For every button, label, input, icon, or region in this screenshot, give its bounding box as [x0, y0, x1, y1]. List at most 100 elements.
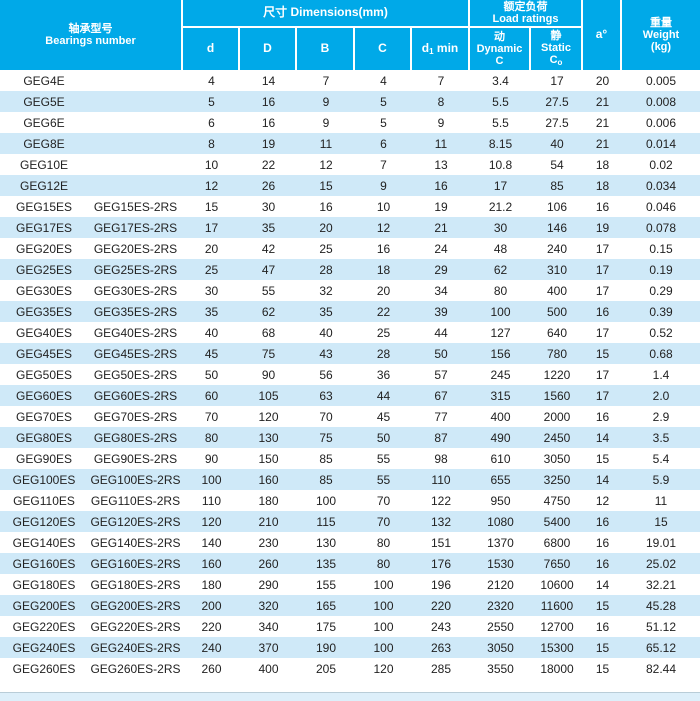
- cell-model: GEG100ES: [12, 472, 76, 487]
- table-row: GEG17ES GEG17ES-2RS 17 35 20 12 21 30 146 19 0.078: [0, 217, 700, 238]
- cell-static_co: 18000: [540, 661, 574, 676]
- cell-D: 68: [261, 325, 276, 340]
- cell-d: 50: [204, 367, 219, 382]
- cell-C: 55: [376, 451, 391, 466]
- cell-a: 19: [595, 220, 610, 235]
- cell-C: 80: [376, 535, 391, 550]
- cell-D: 75: [261, 346, 276, 361]
- cell-weight: 82.44: [645, 661, 677, 676]
- header-weight-cn: 重量: [650, 16, 672, 29]
- table-row: GEG60ES GEG60ES-2RS 60 105 63 44 67 315 1560 17 2.…: [0, 385, 700, 406]
- cell-D: 30: [261, 199, 276, 214]
- cell-D: 120: [258, 409, 279, 424]
- cell-D: 210: [258, 514, 279, 529]
- cell-model: GEG45ES: [15, 346, 73, 361]
- cell-d: 60: [204, 388, 219, 403]
- header-col-d: d: [183, 28, 240, 70]
- cell-model2: GEG50ES-2RS: [93, 367, 178, 382]
- cell-D: 47: [261, 262, 276, 277]
- cell-weight: 2.0: [652, 388, 670, 403]
- cell-D: 150: [258, 451, 279, 466]
- cell-model2: GEG70ES-2RS: [93, 409, 178, 424]
- cell-weight: 0.02: [649, 157, 673, 172]
- cell-weight: 1.4: [652, 367, 670, 382]
- cell-D: 400: [258, 661, 279, 676]
- cell-model: GEG240ES: [12, 640, 76, 655]
- header-col-C: C: [355, 28, 412, 70]
- cell-a: 20: [595, 73, 610, 88]
- cell-d1_min: 77: [434, 409, 448, 424]
- cell-weight: 0.29: [649, 283, 673, 298]
- cell-weight: 19.01: [645, 535, 677, 550]
- cell-model2: GEG25ES-2RS: [93, 262, 178, 277]
- cell-d: 260: [201, 661, 222, 676]
- cell-model2: GEG160ES-2RS: [90, 556, 181, 571]
- table-row: GEG160ES GEG160ES-2RS 160 260 135 80 176 1530 76…: [0, 553, 700, 574]
- cell-weight: 0.39: [649, 304, 673, 319]
- cell-d1_min: 44: [434, 325, 448, 340]
- cell-B: 40: [319, 325, 333, 340]
- header-dynamic-en: Dynamic: [476, 42, 523, 55]
- cell-B: 63: [319, 388, 333, 403]
- cell-d: 8: [208, 136, 215, 151]
- cell-d: 45: [204, 346, 219, 361]
- cell-d1_min: 87: [434, 430, 448, 445]
- cell-weight: 5.4: [652, 451, 670, 466]
- table-row: GEG180ES GEG180ES-2RS 180 290 155 100 196 2120 1…: [0, 574, 700, 595]
- cell-static_co: 85: [550, 178, 564, 193]
- cell-C: 18: [376, 262, 391, 277]
- cell-dynamic_c: 21.2: [488, 199, 513, 214]
- table-row: GEG30ES GEG30ES-2RS 30 55 32 20 34 80 400 17 0.29: [0, 280, 700, 301]
- cell-D: 16: [261, 115, 276, 130]
- cell-D: 230: [258, 535, 279, 550]
- cell-model: GEG15ES: [15, 199, 73, 214]
- cell-d: 90: [204, 451, 219, 466]
- header-bearings-cn: 轴承型号: [68, 22, 113, 35]
- cell-B: 28: [319, 262, 333, 277]
- cell-model2: GEG120ES-2RS: [90, 514, 181, 529]
- table-row: GEG5E 5 16 9 5 8 5.5 27.5 21 0.008: [0, 91, 700, 112]
- cell-static_co: 310: [546, 262, 568, 277]
- cell-D: 16: [261, 94, 276, 109]
- cell-a: 15: [595, 640, 610, 655]
- cell-static_co: 500: [546, 304, 568, 319]
- cell-C: 100: [373, 598, 394, 613]
- cell-C: 44: [376, 388, 391, 403]
- cell-D: 260: [258, 556, 279, 571]
- cell-C: 50: [376, 430, 391, 445]
- cell-C: 5: [380, 94, 387, 109]
- cell-a: 14: [595, 577, 610, 592]
- cell-a: 16: [595, 514, 610, 529]
- cell-static_co: 4750: [543, 493, 571, 508]
- cell-C: 45: [376, 409, 391, 424]
- cell-D: 320: [258, 598, 279, 613]
- cell-d1_min: 151: [430, 535, 452, 550]
- cell-weight: 0.68: [649, 346, 673, 361]
- cell-B: 43: [319, 346, 333, 361]
- cell-C: 28: [376, 346, 391, 361]
- table-row: GEG6E 6 16 9 5 9 5.5 27.5 21 0.006: [0, 112, 700, 133]
- cell-model2: GEG90ES-2RS: [93, 451, 178, 466]
- cell-D: 370: [258, 640, 279, 655]
- cell-model: GEG4E: [23, 73, 65, 88]
- table-row: GEG15ES GEG15ES-2RS 15 30 16 10 19 21.2 106 16 0.0…: [0, 196, 700, 217]
- cell-model: GEG50ES: [15, 367, 73, 382]
- cell-model2: GEG100ES-2RS: [90, 472, 181, 487]
- cell-D: 105: [258, 388, 279, 403]
- cell-model: GEG220ES: [12, 619, 76, 634]
- cell-C: 25: [376, 325, 391, 340]
- cell-a: 15: [595, 661, 610, 676]
- cell-dynamic_c: 1080: [487, 514, 514, 529]
- table-row: GEG200ES GEG200ES-2RS 200 320 165 100 220 2320 1…: [0, 595, 700, 616]
- cell-static_co: 240: [546, 241, 568, 256]
- cell-model: GEG35ES: [15, 304, 73, 319]
- cell-C: 80: [376, 556, 391, 571]
- cell-C: 55: [376, 472, 391, 487]
- cell-d1_min: 67: [434, 388, 448, 403]
- cell-d1_min: 110: [431, 472, 451, 487]
- header-weight-unit: (kg): [650, 41, 672, 54]
- cell-weight: 0.006: [645, 115, 677, 130]
- table-row: GEG220ES GEG220ES-2RS 220 340 175 100 243 2550 1…: [0, 616, 700, 637]
- cell-dynamic_c: 655: [490, 472, 511, 487]
